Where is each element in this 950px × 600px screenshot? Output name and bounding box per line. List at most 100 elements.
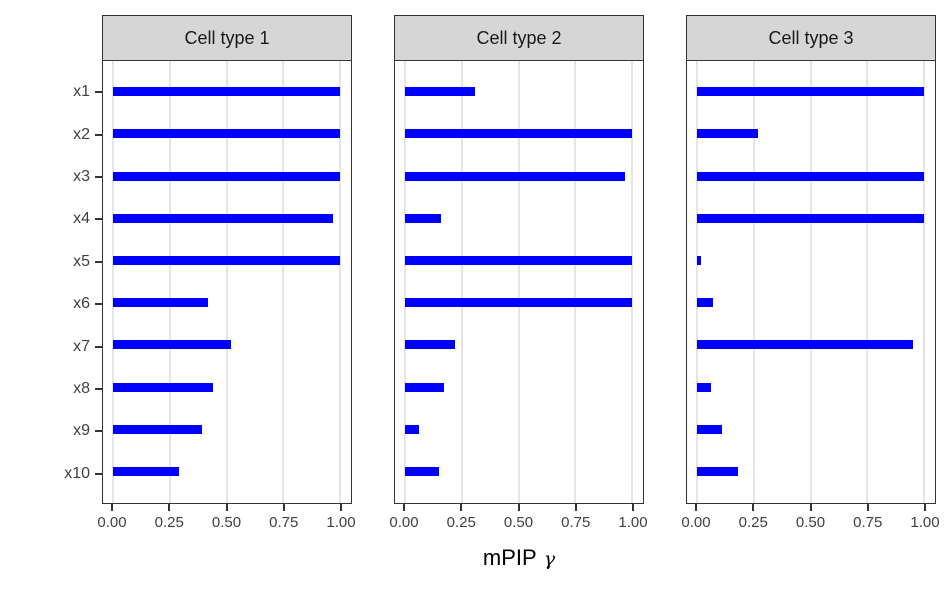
bar-row <box>395 408 643 450</box>
bar <box>696 424 722 434</box>
x-axis: 0.00 0.25 0.50 0.75 1.00 <box>681 503 940 546</box>
x-tick-label: 0.25 <box>738 513 768 531</box>
x-tick-mark <box>168 503 171 511</box>
bar <box>696 129 759 139</box>
bar <box>696 382 711 392</box>
gridline-x <box>752 60 755 503</box>
bar <box>696 340 913 350</box>
bar <box>404 466 439 476</box>
x-axis-title-gamma-symbol: γ <box>543 548 556 570</box>
bar-row <box>687 366 935 408</box>
bar <box>696 87 925 97</box>
bar <box>112 466 179 476</box>
y-axis-row: x3 <box>0 156 102 198</box>
bar-row <box>687 408 935 450</box>
y-axis-row: x2 <box>0 113 102 155</box>
x-tick-label: 1.00 <box>326 513 356 531</box>
bar-row <box>395 113 643 155</box>
x-tick-label: 0.50 <box>211 513 242 531</box>
y-axis-row: x8 <box>0 368 102 410</box>
y-axis-row: x10 <box>0 453 102 495</box>
facet-strip-label: Cell type 2 <box>476 27 562 48</box>
gridline-x <box>339 60 342 503</box>
x-tick-label: 0.50 <box>795 513 826 531</box>
bar <box>404 382 444 392</box>
bar-row <box>395 450 643 492</box>
x-tick-mark <box>924 503 926 511</box>
y-tick-label: x9 <box>73 422 90 440</box>
y-tick-label: x10 <box>64 464 90 482</box>
bar <box>112 255 341 265</box>
x-tick-mark <box>752 503 755 511</box>
x-tick-mark <box>809 503 812 511</box>
y-tick-label: x3 <box>73 168 90 186</box>
facet-cell-type-1: Cell type 1 0.00 0.25 0.50 0.75 1.00 <box>97 15 356 546</box>
bar <box>112 382 213 392</box>
bar <box>404 87 476 97</box>
facet-strip: Cell type 3 <box>686 15 936 61</box>
x-tick-mark <box>632 503 634 511</box>
gridline-x <box>282 60 285 503</box>
bar-row <box>395 239 643 281</box>
x-tick-label: 0.25 <box>154 513 184 531</box>
y-tick-label: x6 <box>73 295 90 313</box>
x-tick-mark <box>340 503 342 511</box>
y-tick-mark <box>95 133 102 136</box>
bar-row <box>687 197 935 239</box>
gridline-x <box>460 60 463 503</box>
bar-row <box>103 113 351 155</box>
y-axis-row: x1 <box>0 71 102 113</box>
y-axis-row: x9 <box>0 410 102 452</box>
gridline-x <box>695 60 698 503</box>
bar-row <box>103 324 351 366</box>
bar <box>112 424 202 434</box>
bar-row <box>395 197 643 239</box>
gridline-x <box>866 60 869 503</box>
x-tick-mark <box>403 503 405 511</box>
facets-row: Cell type 1 0.00 0.25 0.50 0.75 1.00 Cell type… <box>97 15 940 546</box>
panel <box>686 59 936 504</box>
bar-row <box>103 239 351 281</box>
bar <box>404 213 442 223</box>
x-tick-mark <box>866 503 869 511</box>
gridline-x <box>168 60 171 503</box>
x-tick-label: 0.75 <box>853 513 883 531</box>
bar-row <box>687 324 935 366</box>
x-axis-title-text: mPIP <box>482 545 537 570</box>
y-axis-row: x5 <box>0 241 102 283</box>
gridline-x <box>225 60 228 503</box>
x-tick-mark <box>225 503 228 511</box>
bar <box>696 255 702 265</box>
bar-row <box>103 155 351 197</box>
y-tick-mark <box>95 430 102 433</box>
y-tick-mark <box>95 388 102 391</box>
bar-row <box>395 282 643 324</box>
gridline-x <box>517 60 520 503</box>
y-axis: x1 x2 x3 x4 x5 x6 x7 x8 x9 x10 <box>0 61 102 505</box>
x-tick-mark <box>282 503 285 511</box>
y-tick-mark <box>95 345 102 348</box>
bar <box>404 424 419 434</box>
y-tick-label: x5 <box>73 252 90 270</box>
bar-row <box>103 450 351 492</box>
panel <box>394 59 644 504</box>
bar-row <box>103 408 351 450</box>
bar-row <box>103 197 351 239</box>
bar <box>404 340 455 350</box>
gridline-x <box>809 60 812 503</box>
gridline-x <box>574 60 577 503</box>
bar-row <box>103 71 351 113</box>
x-tick-label: 1.00 <box>910 513 940 531</box>
bar <box>696 171 925 181</box>
x-axis: 0.00 0.25 0.50 0.75 1.00 <box>97 503 356 546</box>
bar <box>112 340 232 350</box>
y-tick-mark <box>95 472 102 475</box>
y-tick-mark <box>95 260 102 263</box>
x-tick-label: 1.00 <box>618 513 648 531</box>
x-axis-title: mPIP γ <box>102 545 936 571</box>
bar <box>404 255 633 265</box>
x-tick-label: 0.75 <box>269 513 299 531</box>
x-tick-label: 0.50 <box>503 513 534 531</box>
bar-row <box>687 239 935 281</box>
